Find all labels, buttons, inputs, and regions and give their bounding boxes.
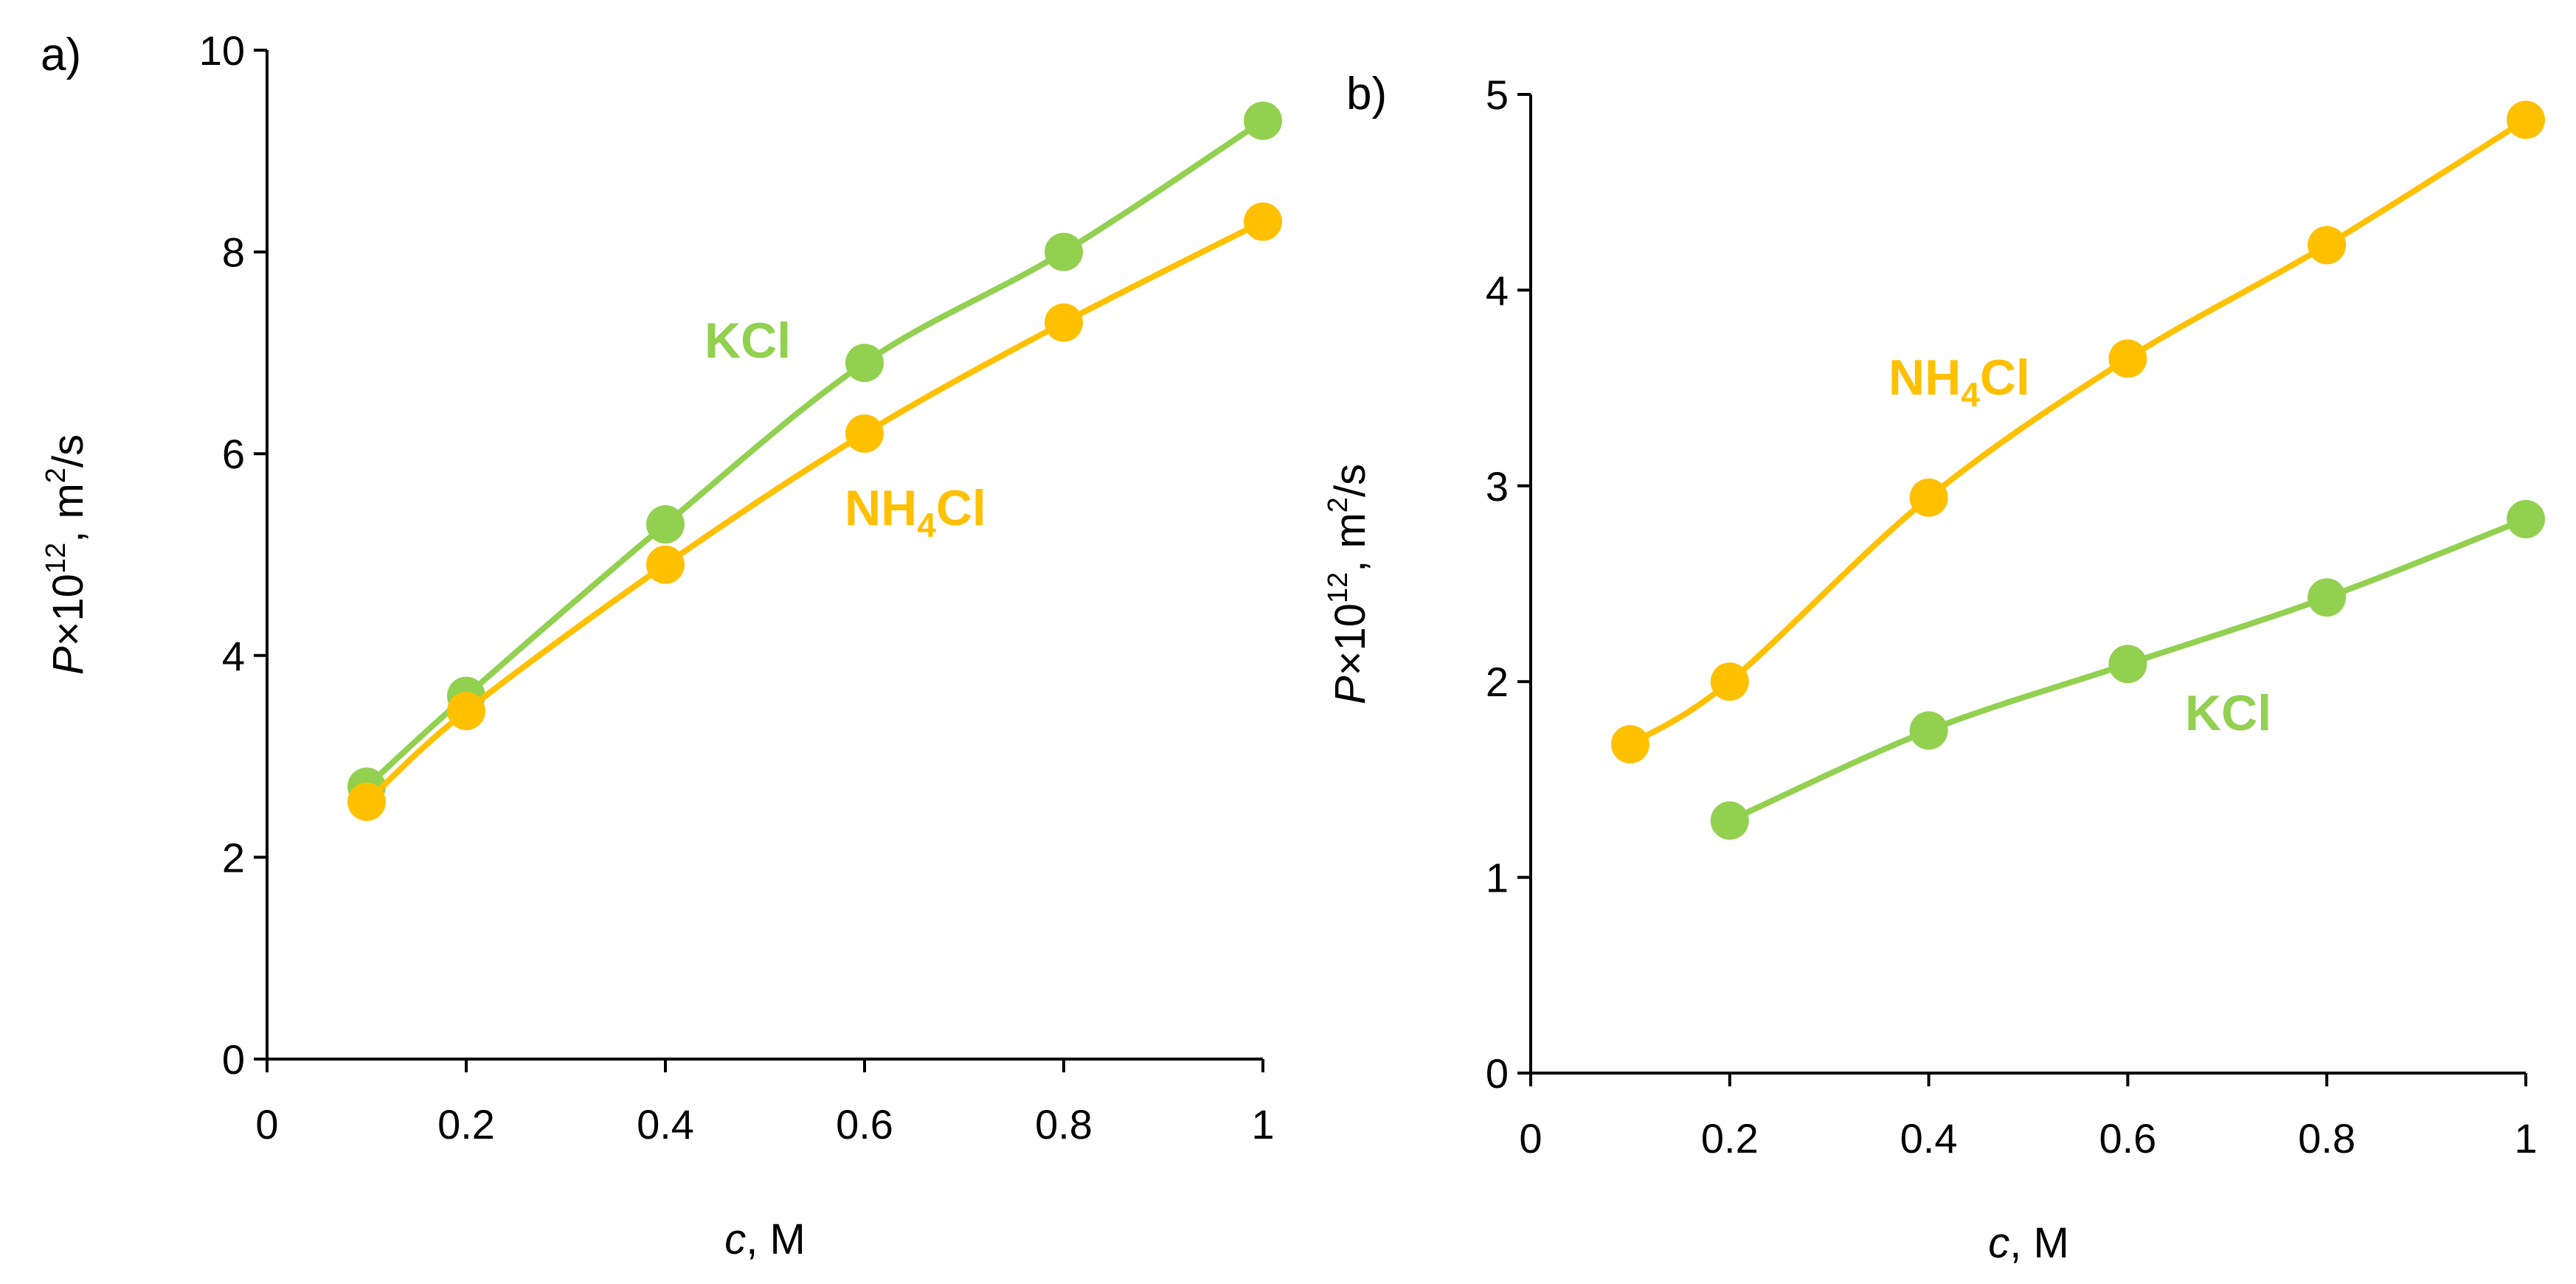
x-tick-label: 1 — [1251, 1101, 1274, 1148]
series-line-nh4cl — [1628, 117, 2528, 747]
data-point-kcl — [2507, 499, 2545, 538]
y-tick-label: 4 — [1486, 267, 1509, 313]
data-point-nh4cl — [2507, 100, 2545, 139]
y-tick-label: 0 — [222, 1036, 245, 1083]
data-point-nh4cl — [646, 545, 685, 584]
y-tick-label: 4 — [222, 633, 245, 679]
data-point-kcl — [2307, 578, 2347, 617]
data-point-kcl — [1244, 101, 1282, 140]
x-axis-label: c, M — [724, 1215, 806, 1263]
y-tick-label: 10 — [199, 27, 245, 74]
data-point-nh4cl — [1710, 662, 1749, 701]
y-tick-label: 6 — [222, 431, 245, 477]
panel-letter: a) — [41, 30, 81, 80]
data-point-kcl — [1045, 232, 1083, 271]
data-point-nh4cl — [845, 414, 884, 453]
x-tick-label: 0.6 — [2099, 1115, 2156, 1162]
x-axis-label: c, M — [1988, 1219, 2069, 1267]
series-label-kcl: KCl — [2185, 685, 2271, 741]
data-point-nh4cl — [1244, 202, 1282, 241]
y-axis-label: P×1012, m2/s — [41, 434, 92, 675]
data-point-kcl — [845, 344, 884, 383]
data-point-nh4cl — [1909, 478, 1948, 517]
data-point-nh4cl — [2307, 226, 2347, 265]
x-tick-label: 0.4 — [1900, 1115, 1958, 1162]
data-point-nh4cl — [2108, 339, 2147, 378]
y-tick-label: 2 — [222, 834, 245, 881]
x-tick-label: 0.2 — [437, 1101, 495, 1148]
data-point-nh4cl — [347, 782, 386, 822]
data-point-kcl — [2108, 645, 2147, 684]
series-label-nh4cl: NH4Cl — [845, 480, 986, 544]
panel-letter: b) — [1346, 69, 1387, 119]
chart-panel-a: a) 0 2 4 6 8 10 0 0.2 0.4 0.6 0.8 1 c, M P×1012, m2/s K… — [41, 27, 1282, 1263]
data-point-nh4cl — [1045, 303, 1083, 342]
y-tick-label: 2 — [1486, 659, 1509, 705]
data-point-kcl — [646, 504, 685, 544]
series-label-kcl: KCl — [704, 313, 791, 369]
x-tick-label: 0 — [1519, 1115, 1542, 1162]
data-point-nh4cl — [1610, 725, 1649, 764]
data-point-kcl — [1909, 711, 1948, 750]
x-tick-label: 1 — [2514, 1115, 2537, 1162]
series-line-nh4cl — [364, 218, 1264, 805]
x-tick-label: 0.6 — [836, 1101, 893, 1148]
x-tick-label: 0.4 — [637, 1101, 694, 1148]
series-label-nh4cl: NH4Cl — [1888, 350, 2030, 414]
y-tick-label: 0 — [1486, 1050, 1509, 1097]
x-tick-label: 0.2 — [1701, 1115, 1759, 1162]
x-tick-label: 0.8 — [1035, 1101, 1093, 1148]
chart-panel-b: b) 0 1 2 3 4 5 0 0.2 0.4 0.6 0.8 1 c, M P×1012, m2/s NH… — [1323, 69, 2545, 1267]
x-tick-label: 0 — [255, 1101, 278, 1148]
y-tick-label: 8 — [222, 229, 245, 276]
y-axis-label: P×1012, m2/s — [1323, 464, 1374, 704]
y-tick-label: 5 — [1486, 72, 1509, 118]
data-point-kcl — [1710, 801, 1749, 840]
x-tick-label: 0.8 — [2298, 1115, 2355, 1162]
y-tick-label: 1 — [1486, 855, 1509, 901]
data-point-nh4cl — [447, 692, 485, 731]
y-tick-label: 3 — [1486, 463, 1509, 510]
